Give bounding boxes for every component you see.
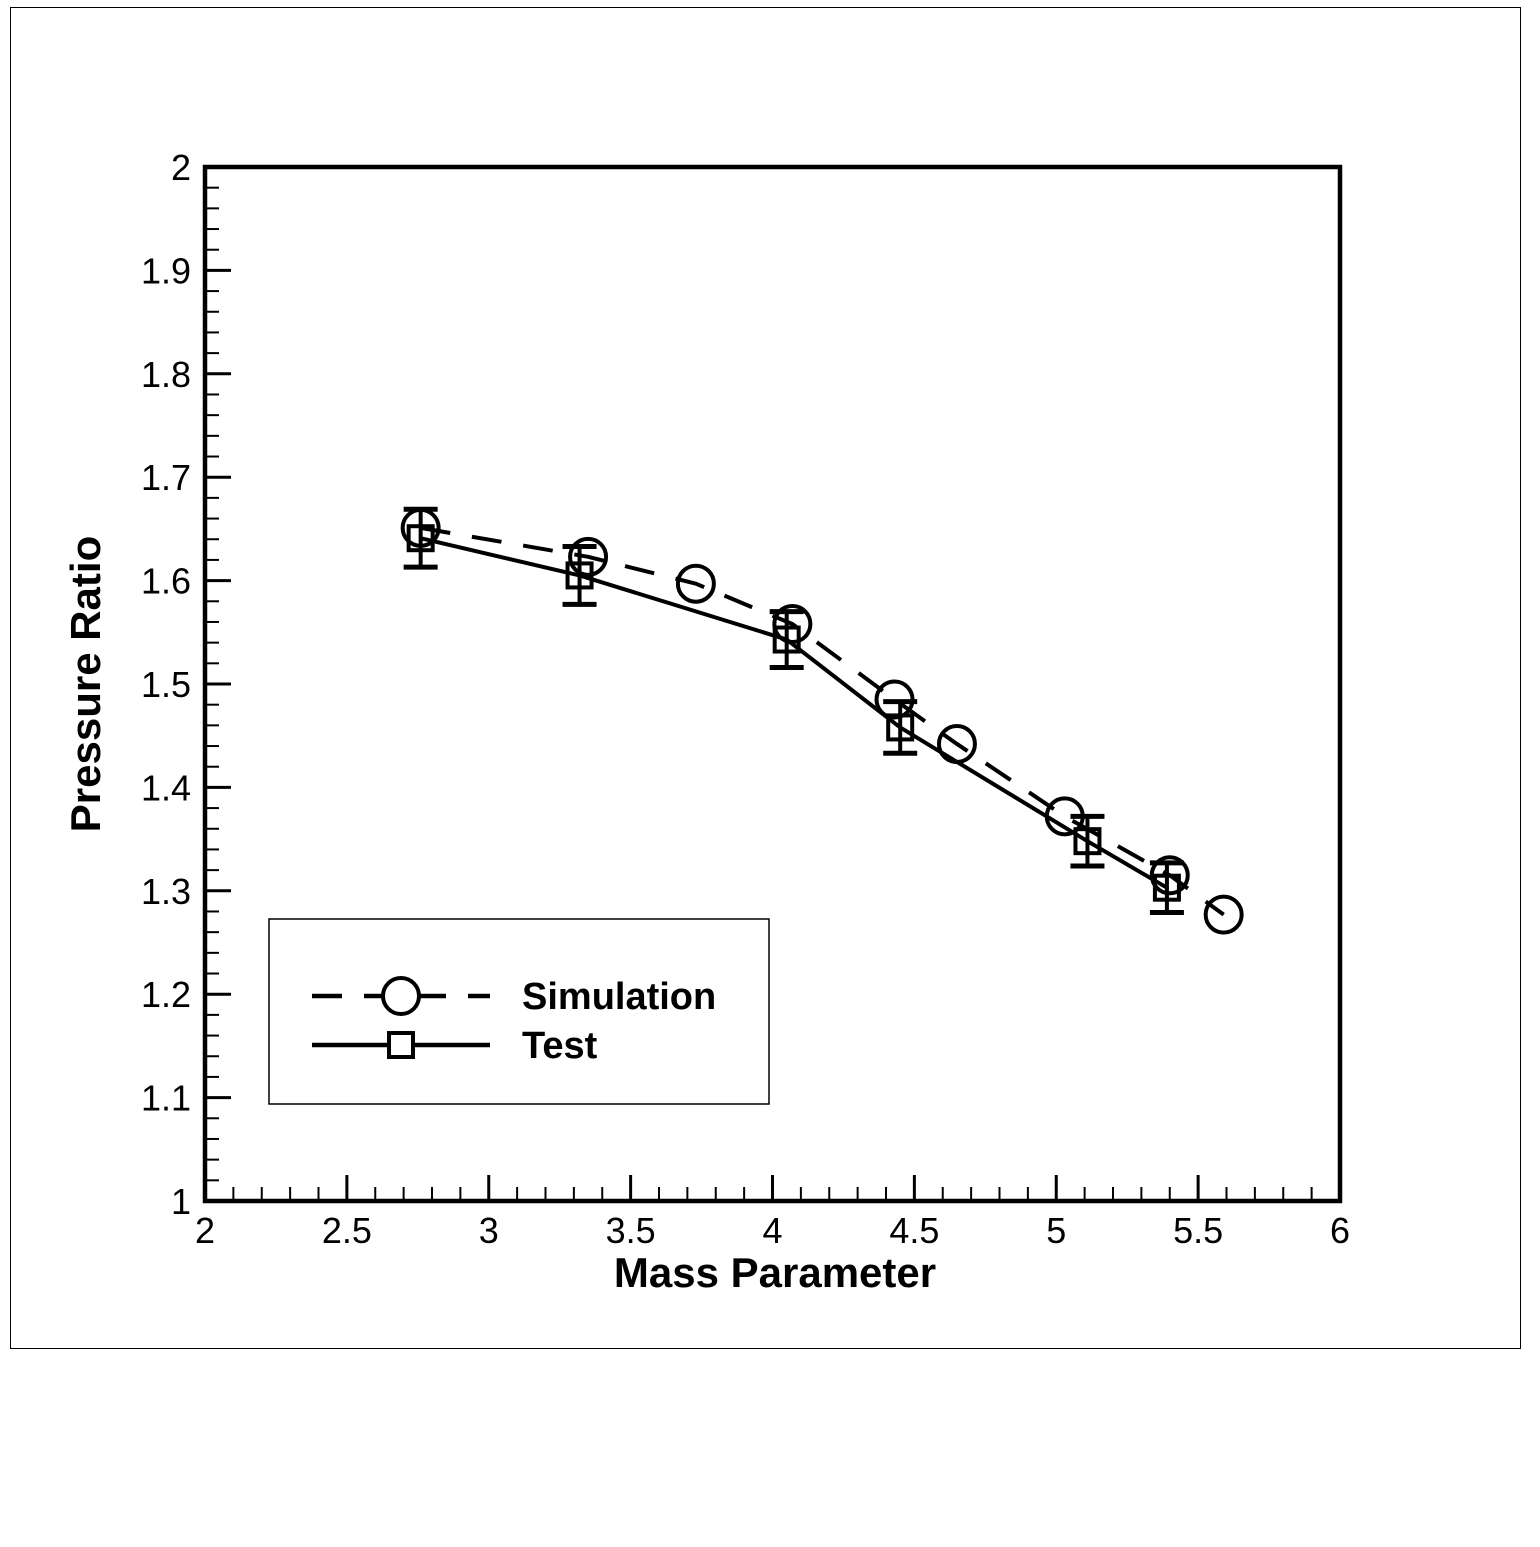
y-tick-label: 1.1 [141,1078,191,1119]
test-point [1152,873,1181,902]
test-point [406,524,435,553]
plot-frame [202,164,1343,1204]
y-tick-label: 1.6 [141,561,191,602]
y-tick-label: 1.8 [141,354,191,395]
x-tick-label: 2 [195,1210,215,1251]
test-point [772,625,801,654]
y-tick-label: 1.2 [141,974,191,1015]
test-point [1073,827,1102,856]
legend-simulation-label: Simulation [522,976,716,1018]
y-tick-label: 2 [171,147,191,188]
minor-ticks [205,186,1313,1201]
legend-test-marker [387,1031,415,1059]
simulation-point [1203,894,1244,935]
y-axis-title: Pressure Ratio [62,536,109,832]
legend-simulation-marker [381,976,421,1016]
simulation-point [400,507,441,548]
x-tick-label: 5.5 [1173,1210,1223,1251]
x-tick-labels: 2 2.5 3 3.5 4 4.5 5 5.5 6 [195,1210,1350,1251]
markers [400,507,1244,935]
x-axis-title: Mass Parameter [614,1249,936,1296]
simulation-point [675,563,716,604]
y-tick-label: 1.3 [141,871,191,912]
simulation-point [874,679,915,720]
x-tick-label: 3.5 [606,1210,656,1251]
simulation-point [772,604,813,645]
y-tick-label: 1.5 [141,664,191,705]
y-tick-label: 1.7 [141,457,191,498]
legend: Simulation Test [268,918,770,1105]
series-lines [420,525,1225,917]
x-tick-label: 6 [1330,1210,1350,1251]
simulation-point [1044,796,1085,837]
y-tick-labels: 1 1.1 1.2 1.3 1.4 1.5 1.6 1.7 1.8 1.9 2 [141,147,191,1222]
x-tick-label: 3 [479,1210,499,1251]
test-point [565,561,594,590]
x-tick-label: 2.5 [322,1210,372,1251]
simulation-point [568,536,609,577]
x-tick-label: 5 [1046,1210,1066,1251]
y-tick-label: 1 [171,1181,191,1222]
test-point [886,713,915,742]
simulation-point [936,723,977,764]
x-tick-label: 4.5 [889,1210,939,1251]
simulation-point [1149,855,1190,896]
y-tick-label: 1.9 [141,250,191,291]
test-error-bar [562,543,597,607]
legend-box [268,918,770,1105]
test-line [420,536,1168,890]
figure-frame [10,7,1521,1349]
legend-test-label: Test [522,1025,598,1067]
x-tick-label: 4 [762,1210,782,1251]
error-bars [403,506,1184,916]
simulation-line [420,525,1225,917]
y-tick-label: 1.4 [141,767,191,808]
test-error-bar [1070,813,1105,869]
